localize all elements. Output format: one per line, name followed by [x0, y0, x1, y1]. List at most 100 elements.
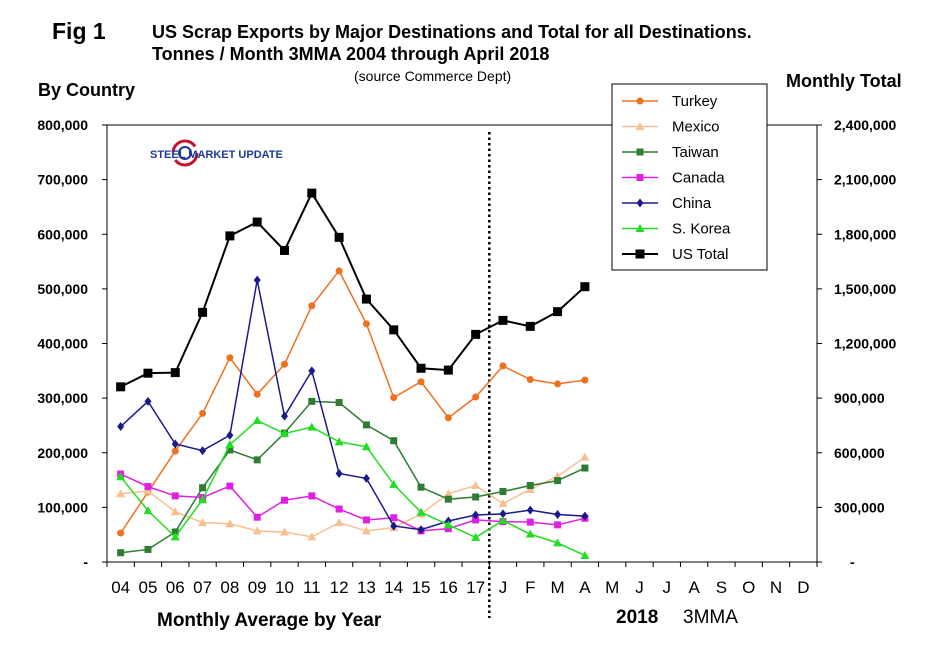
data-point-china — [171, 439, 179, 449]
data-point-us-total — [416, 363, 426, 373]
legend-label-s-korea: S. Korea — [672, 221, 731, 238]
data-point-taiwan — [472, 493, 480, 501]
x-tick-label: O — [742, 578, 755, 597]
data-point-mexico — [280, 527, 289, 536]
data-point-china — [472, 510, 480, 520]
x-tick-label: A — [688, 578, 700, 597]
data-point-us-total — [143, 368, 153, 378]
data-point-china — [526, 505, 534, 515]
data-point-s-korea — [307, 422, 317, 431]
data-point-us-total — [252, 217, 262, 227]
data-point-s-korea — [580, 550, 590, 559]
right-axis-title: Monthly Total — [786, 71, 902, 91]
data-point-taiwan — [417, 483, 425, 491]
data-point-mexico — [225, 519, 235, 528]
left-y-tick-label: 200,000 — [37, 445, 88, 461]
data-point-s-korea — [198, 495, 208, 504]
x-tick-label: 17 — [466, 578, 485, 597]
legend-label-china: China — [672, 195, 712, 212]
data-point-canada — [526, 518, 534, 526]
data-point-turkey — [581, 376, 589, 384]
data-point-mexico — [580, 452, 590, 461]
data-point-turkey — [253, 390, 261, 398]
chart-title-line2: Tonnes / Month 3MMA 2004 through April 2… — [152, 44, 550, 64]
data-point-us-total — [334, 232, 344, 242]
data-point-mexico — [471, 481, 481, 490]
data-point-taiwan — [362, 421, 370, 429]
left-y-tick-label: 800,000 — [37, 117, 88, 133]
data-point-us-total — [280, 245, 289, 255]
data-point-taiwan — [308, 397, 316, 405]
legend-marker-turkey — [636, 97, 644, 105]
x-tick-label: 10 — [275, 578, 294, 597]
data-point-us-total — [580, 282, 590, 292]
data-point-turkey — [390, 394, 398, 402]
data-point-mexico — [443, 489, 453, 498]
data-point-china — [499, 509, 507, 519]
data-point-taiwan — [499, 488, 507, 496]
data-point-turkey — [335, 267, 343, 275]
legend-marker-canada — [636, 174, 644, 181]
left-y-tick-label: 700,000 — [37, 172, 88, 188]
x-tick-label: J — [499, 578, 508, 597]
data-point-turkey — [199, 409, 207, 417]
x-tick-label: N — [770, 578, 782, 597]
chart-title-line1: US Scrap Exports by Major Destinations a… — [152, 22, 752, 42]
data-point-us-total — [471, 329, 481, 339]
right-y-tick-label: 900,000 — [834, 390, 885, 406]
left-y-axis: - 100,000 200,000 300,000 400,000 500,000 600,… — [37, 117, 107, 570]
data-point-mexico — [252, 526, 262, 535]
x-tick-label: 04 — [111, 578, 130, 597]
x-axis-label: Monthly Average by Year — [157, 610, 382, 631]
data-point-china — [226, 430, 234, 440]
left-y-tick-label: - — [83, 554, 88, 570]
data-point-china — [308, 366, 316, 376]
data-point-china — [362, 473, 370, 483]
data-point-s-korea — [334, 437, 344, 446]
data-point-taiwan — [199, 484, 207, 492]
data-point-china — [581, 511, 589, 521]
data-point-china — [417, 525, 425, 535]
left-y-tick-label: 500,000 — [37, 281, 88, 297]
data-point-taiwan — [226, 446, 234, 454]
legend-marker-us-total — [635, 249, 645, 259]
x-tick-label: 09 — [248, 578, 267, 597]
series-line-s-korea — [120, 419, 586, 557]
legend: Turkey Mexico Taiwan Canada China S. Korea US … — [611, 83, 768, 271]
data-point-china — [199, 446, 207, 456]
data-point-us-total — [225, 231, 235, 241]
x-mma-label: 3MMA — [683, 607, 738, 628]
series-line-taiwan — [120, 400, 586, 554]
data-point-china — [117, 422, 125, 432]
data-point-china — [390, 521, 398, 531]
x-tick-label: M — [550, 578, 564, 597]
data-point-us-total — [498, 315, 508, 325]
right-y-tick-label: 2,400,000 — [834, 117, 896, 133]
series-canada — [117, 470, 589, 535]
x-axis: 04 05 06 07 08 09 10 11 12 13 14 15 16 17 J F M A M J J A S O N D — [106, 562, 818, 597]
data-point-taiwan — [144, 545, 152, 553]
series-china — [117, 275, 589, 535]
data-point-china — [554, 509, 562, 519]
x-tick-label: 05 — [139, 578, 158, 597]
data-point-us-total — [525, 321, 535, 331]
data-point-taiwan — [390, 437, 398, 445]
x-tick-label: 14 — [384, 578, 403, 597]
x-tick-label: 15 — [412, 578, 431, 597]
data-point-s-korea — [389, 479, 399, 488]
legend-label-turkey: Turkey — [672, 93, 718, 110]
data-point-taiwan — [526, 482, 534, 490]
x-tick-label: 06 — [166, 578, 185, 597]
x-tick-label: 08 — [220, 578, 239, 597]
data-point-china — [144, 396, 152, 406]
left-y-tick-label: 100,000 — [37, 499, 88, 515]
data-point-canada — [144, 483, 152, 491]
x-tick-label: 11 — [303, 578, 321, 597]
data-point-canada — [444, 525, 452, 533]
data-point-us-total — [361, 294, 371, 304]
data-point-s-korea — [252, 416, 262, 425]
right-y-tick-label: 1,200,000 — [834, 336, 896, 352]
data-point-turkey — [417, 378, 425, 386]
data-point-us-total — [553, 307, 563, 317]
data-point-s-korea — [280, 429, 289, 438]
